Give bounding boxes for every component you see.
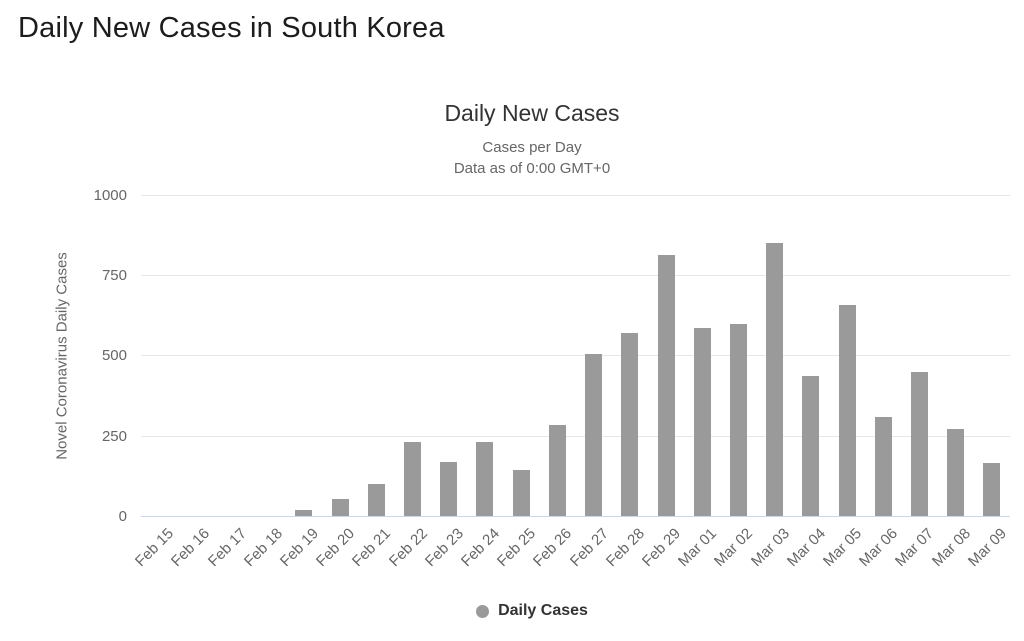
bar-mar-08[interactable] [947, 429, 964, 516]
x-tick-label-mar-05: Mar 05 [819, 525, 866, 571]
x-tick-label-feb-15: Feb 15 [131, 525, 178, 571]
x-tick-label-mar-02: Mar 02 [710, 525, 757, 571]
y-tick-label-750: 750 [101, 267, 127, 284]
x-tick-label-mar-08: Mar 08 [928, 525, 975, 571]
x-tick-label-mar-07: Mar 07 [891, 525, 938, 571]
x-tick-label-feb-22: Feb 22 [385, 525, 432, 571]
bar-feb-20[interactable] [332, 499, 349, 516]
y-tick-label-1000: 1000 [93, 187, 127, 204]
gridline-250 [141, 436, 1010, 437]
x-tick-label-feb-27: Feb 27 [566, 525, 613, 571]
legend: Daily Cases [40, 602, 1024, 623]
y-tick-label-500: 500 [101, 347, 127, 364]
legend-marker-circle [476, 604, 490, 618]
x-tick-label-mar-09: Mar 09 [964, 525, 1011, 571]
bar-mar-09[interactable] [983, 463, 1000, 516]
chart-subtitle-line2: Data as of 0:00 GMT+0 [453, 160, 611, 177]
x-tick-label-feb-24: Feb 24 [457, 525, 504, 571]
gridline-500 [141, 355, 1010, 356]
bar-feb-23[interactable] [440, 462, 457, 516]
bar-feb-26[interactable] [549, 425, 566, 516]
bar-feb-24[interactable] [476, 442, 493, 516]
x-tick-label-feb-23: Feb 23 [421, 525, 468, 571]
chart-subtitle-line1: Cases per Day [482, 139, 582, 156]
x-tick-label-feb-19: Feb 19 [276, 525, 323, 571]
chart-title: Daily New Cases [444, 100, 620, 126]
legend-item-daily-cases[interactable]: Daily Cases [476, 602, 588, 620]
bar-feb-29[interactable] [658, 255, 675, 516]
y-tick-label-0: 0 [118, 508, 127, 525]
page-title: Daily New Cases in South Korea [18, 12, 445, 44]
bar-mar-07[interactable] [911, 372, 928, 516]
x-tick-label-feb-20: Feb 20 [312, 525, 359, 571]
x-tick-label-feb-29: Feb 29 [638, 525, 685, 571]
x-tick-label-feb-28: Feb 28 [602, 525, 649, 571]
gridline-1000 [141, 195, 1010, 196]
legend-label: Daily Cases [498, 602, 588, 619]
x-tick-label-feb-26: Feb 26 [529, 525, 576, 571]
bar-mar-03[interactable] [766, 243, 783, 516]
bar-mar-02[interactable] [730, 324, 747, 516]
gridline-750 [141, 275, 1010, 276]
bar-feb-25[interactable] [513, 470, 530, 516]
bar-feb-22[interactable] [404, 442, 421, 516]
x-tick-label-mar-04: Mar 04 [783, 525, 830, 571]
x-tick-label-feb-18: Feb 18 [240, 525, 287, 571]
bar-feb-21[interactable] [368, 484, 385, 516]
y-tick-label-250: 250 [101, 428, 127, 445]
x-tick-label-mar-06: Mar 06 [855, 525, 902, 571]
bar-mar-05[interactable] [839, 305, 856, 516]
x-tick-label-feb-16: Feb 16 [167, 525, 214, 571]
chart-subtitle: Cases per Day Data as of 0:00 GMT+0 [40, 137, 1024, 179]
bar-mar-06[interactable] [875, 417, 892, 516]
x-tick-label-feb-25: Feb 25 [493, 525, 540, 571]
x-tick-label-mar-03: Mar 03 [747, 525, 794, 571]
x-tick-label-feb-17: Feb 17 [204, 525, 251, 571]
bar-feb-19[interactable] [295, 510, 312, 516]
bar-feb-27[interactable] [585, 354, 602, 516]
x-tick-label-feb-21: Feb 21 [348, 525, 395, 571]
bar-feb-28[interactable] [621, 333, 638, 516]
bar-mar-04[interactable] [802, 376, 819, 516]
bar-mar-01[interactable] [694, 328, 711, 516]
plot-area: 0 250 500 750 1000 Feb 15 Feb 16 Feb 17 Feb 18 Fe… [94, 187, 1010, 570]
x-tick-label-mar-01: Mar 01 [674, 525, 721, 571]
